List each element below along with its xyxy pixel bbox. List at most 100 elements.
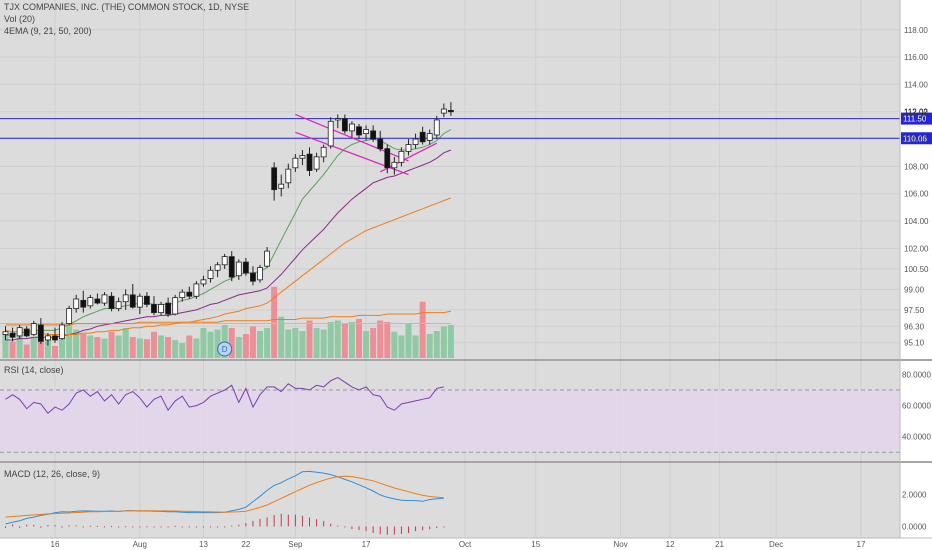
candle-body — [235, 261, 242, 277]
candle-body — [151, 304, 157, 314]
ema-legend[interactable]: 4EMA (9, 21, 50, 200) — [4, 26, 92, 36]
candle-body — [384, 148, 391, 169]
price-axis-background — [900, 0, 932, 550]
horizontal-levels[interactable]: 111.50 110.06 — [0, 112, 932, 145]
candle-body — [271, 167, 278, 191]
macd-histogram-bar — [202, 526, 204, 528]
ema-200-line — [5, 310, 451, 326]
date-tick-label: 17 — [362, 540, 371, 549]
volume-bar — [440, 326, 447, 358]
price-tick-label: 104.00 — [904, 217, 929, 226]
macd-histogram-bar — [372, 526, 374, 533]
candle-body — [341, 118, 348, 132]
macd-histogram-bar — [316, 519, 318, 527]
candle-body — [66, 308, 73, 324]
horizontal-level-tag — [901, 112, 932, 125]
volume-bar — [426, 334, 433, 358]
volume-bar — [334, 320, 341, 358]
rsi-tick-label: 40.0000 — [902, 433, 931, 442]
volume-bar — [412, 335, 419, 358]
macd-histogram-bar — [89, 525, 91, 527]
price-tick-label: 102.00 — [904, 244, 929, 253]
date-tick-label: Dec — [769, 540, 783, 549]
price-tick-label: 97.50 — [904, 306, 925, 315]
macd-histogram-bar — [415, 526, 417, 532]
macd-tick-label: 2.0000 — [902, 490, 927, 499]
dividend-marker — [217, 341, 233, 357]
rsi-band-fill — [0, 390, 900, 453]
volume-bar — [23, 344, 30, 358]
macd-histogram-bar — [68, 525, 70, 527]
macd-histogram-bar — [337, 525, 339, 527]
volume-bar — [186, 335, 193, 358]
macd-signal-line — [5, 475, 444, 518]
candle-body — [334, 118, 341, 121]
date-tick-label: 13 — [199, 540, 208, 549]
candle-body — [214, 264, 221, 271]
candle-body — [37, 324, 44, 342]
macd-histogram-bar — [330, 523, 332, 527]
macd-histogram-bar — [47, 524, 49, 527]
candle-body — [292, 157, 299, 169]
ema-lines — [5, 129, 452, 341]
candle-body — [73, 298, 80, 309]
candlesticks — [2, 102, 454, 346]
candle-body — [257, 267, 263, 281]
candle-body — [405, 144, 412, 152]
macd-histogram-bar — [132, 526, 134, 528]
volume-bar — [356, 319, 362, 358]
candle-body — [320, 146, 327, 158]
candle-body — [143, 295, 150, 305]
candle-body — [186, 291, 193, 297]
macd-histogram-bar — [19, 526, 21, 528]
volume-bar — [214, 329, 221, 358]
volume-bar — [30, 337, 37, 358]
candle-body — [179, 291, 186, 299]
macd-histogram-bar — [358, 526, 360, 531]
price-tick-label: 116.00 — [904, 53, 928, 62]
volume-bar — [348, 322, 355, 358]
volume-bar — [129, 337, 136, 358]
date-tick-label: Nov — [613, 540, 627, 549]
candle-body — [264, 250, 270, 267]
macd-histogram-bar — [436, 526, 438, 528]
candle-body — [377, 138, 384, 150]
candle-body — [398, 150, 405, 163]
candle-body — [299, 155, 306, 159]
rsi-tick-label: 80.0000 — [902, 370, 931, 379]
date-tick-label: 22 — [241, 540, 250, 549]
volume-bar — [193, 338, 200, 358]
candle-body — [45, 335, 51, 341]
macd-tick-label: 0.0000 — [902, 522, 927, 531]
volume-bar — [285, 329, 292, 358]
candle-body — [129, 294, 136, 308]
macd-histogram-bar — [344, 526, 346, 528]
volume-bar — [235, 337, 242, 358]
macd-histogram-bar — [294, 514, 296, 527]
candle-body — [349, 123, 355, 132]
volume-bar — [150, 331, 157, 358]
volume-bar — [158, 335, 165, 358]
chart-title: TJX COMPANIES, INC. (THE) COMMON STOCK, … — [4, 2, 250, 12]
volume-bar — [207, 331, 214, 358]
rsi-tick-label: 60.0000 — [902, 402, 931, 411]
volume-legend[interactable]: Vol (20) — [4, 14, 36, 24]
candle-body — [172, 297, 179, 315]
macd-histogram-bar — [210, 526, 212, 528]
volume-bar — [179, 343, 186, 358]
macd-legend[interactable]: MACD (12, 26, close, 9) — [4, 469, 101, 479]
volume-bar — [9, 341, 16, 358]
rsi-legend[interactable]: RSI (14, close) — [4, 365, 64, 375]
horizontal-level-value: 110.06 — [903, 134, 927, 143]
price-tick-label: 112.00 — [904, 108, 928, 117]
macd-histogram-bar — [422, 526, 424, 531]
time-axis-background — [0, 538, 932, 550]
volume-bar — [94, 337, 101, 358]
macd-histogram-bar — [429, 526, 431, 530]
macd-histogram-bar — [111, 526, 113, 528]
volume-bar — [391, 331, 398, 358]
candle-body — [306, 153, 313, 171]
date-tick-label: 12 — [666, 540, 675, 549]
candle-body — [16, 327, 23, 337]
